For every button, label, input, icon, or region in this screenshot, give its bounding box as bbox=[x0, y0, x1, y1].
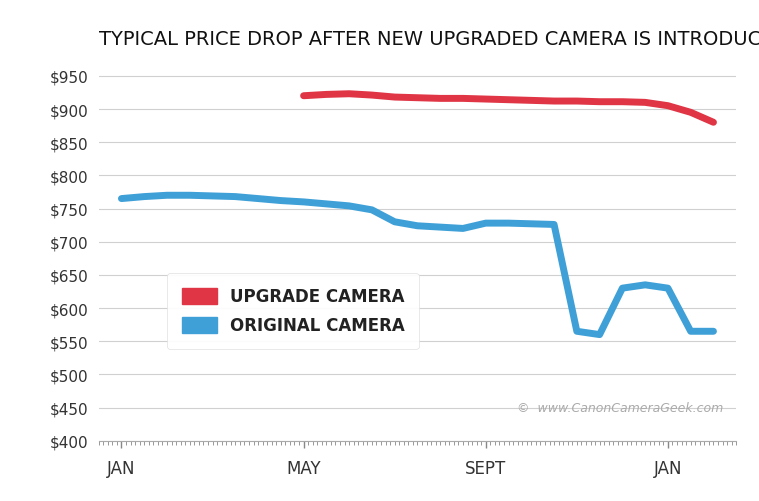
Text: ©  www.CanonCameraGeek.com: © www.CanonCameraGeek.com bbox=[517, 401, 723, 414]
Text: TYPICAL PRICE DROP AFTER NEW UPGRADED CAMERA IS INTRODUCED: TYPICAL PRICE DROP AFTER NEW UPGRADED CA… bbox=[99, 30, 759, 49]
Legend: UPGRADE CAMERA, ORIGINAL CAMERA: UPGRADE CAMERA, ORIGINAL CAMERA bbox=[167, 274, 419, 349]
